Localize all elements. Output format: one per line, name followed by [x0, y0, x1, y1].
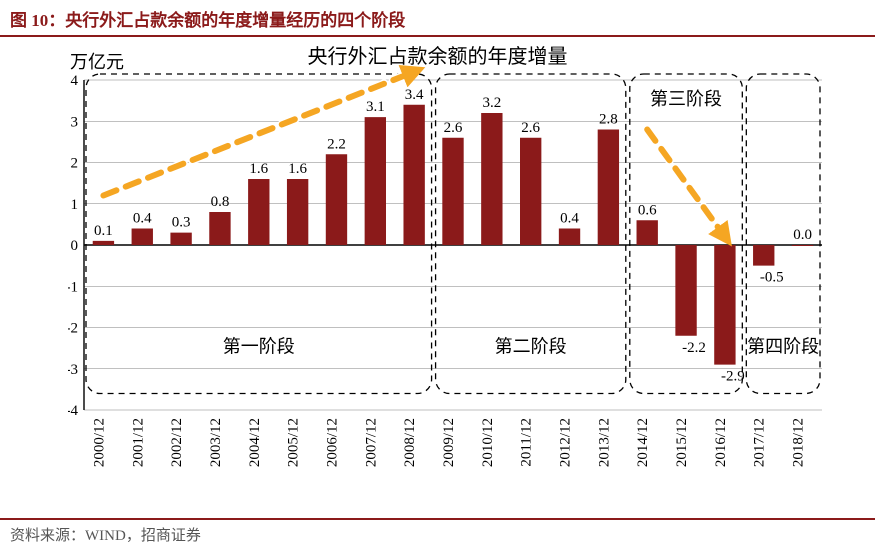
svg-text:-3: -3	[68, 362, 78, 378]
x-tick-label: 2008/12	[402, 418, 418, 467]
bar	[170, 233, 191, 245]
x-tick-label: 2006/12	[324, 418, 340, 467]
bar-label: 2.8	[599, 112, 618, 128]
bar-chart-svg: -4 -3 -2 -1 0 1 2 3 4 0.1 0.4 0.3 0.8 1.6 1.6 2.2 3.1 3.4…	[68, 58, 838, 518]
bar	[559, 229, 580, 246]
figure-source: 资料来源：WIND，招商证券	[0, 518, 875, 549]
bar-label: 0.4	[560, 211, 579, 227]
bar-label: 0.0	[793, 227, 812, 243]
x-tick-label: 2018/12	[791, 418, 807, 467]
bar	[287, 179, 308, 245]
bar	[753, 245, 774, 266]
svg-text:4: 4	[71, 73, 79, 89]
x-tick-label: 2011/12	[519, 418, 535, 467]
bar-label: 0.1	[94, 223, 113, 239]
x-tick-label: 2005/12	[286, 418, 302, 467]
bar-label: 0.4	[133, 211, 152, 227]
bar-label: 0.3	[172, 215, 191, 231]
x-tick-label: 2014/12	[635, 418, 651, 467]
bar-label: -2.2	[682, 340, 706, 356]
x-tick-label: 2004/12	[247, 418, 263, 467]
x-tick-label: 2002/12	[169, 418, 185, 467]
bar-label: 2.6	[444, 120, 463, 136]
bar	[209, 212, 230, 245]
bar	[481, 113, 502, 245]
svg-text:2: 2	[71, 156, 79, 172]
bar	[637, 220, 658, 245]
svg-text:-2: -2	[68, 321, 78, 337]
svg-text:3: 3	[71, 114, 79, 130]
bar	[520, 138, 541, 245]
chart-area: -4 -3 -2 -1 0 1 2 3 4 0.1 0.4 0.3 0.8 1.6 1.6 2.2 3.1 3.4…	[68, 58, 838, 458]
x-tick-label: 2013/12	[596, 418, 612, 467]
bar	[403, 105, 424, 245]
bar-label: -0.5	[760, 270, 784, 286]
x-tick-label: 2010/12	[480, 418, 496, 467]
x-tick-label: 2003/12	[208, 418, 224, 467]
bar	[598, 130, 619, 246]
x-tick-label: 2016/12	[713, 418, 729, 467]
bar-label: 3.1	[366, 99, 385, 115]
bar-label: 2.6	[521, 120, 540, 136]
x-tick-label: 2000/12	[91, 418, 107, 467]
bar	[792, 245, 813, 246]
bar-label: 0.8	[211, 194, 230, 210]
bar	[326, 154, 347, 245]
bar-label: 3.2	[482, 95, 501, 111]
svg-text:0: 0	[71, 238, 79, 254]
bar-label: 1.6	[288, 161, 307, 177]
bar	[365, 117, 386, 245]
x-tick-label: 2009/12	[441, 418, 457, 467]
x-tick-label: 2015/12	[674, 418, 690, 467]
bar-label: 0.6	[638, 202, 657, 218]
x-tick-label: 2007/12	[363, 418, 379, 467]
svg-text:-4: -4	[68, 403, 78, 419]
svg-text:-1: -1	[68, 279, 78, 295]
figure-frame: 图 10：央行外汇占款余额的年度增量经历的四个阶段 央行外汇占款余额的年度增量 …	[0, 0, 875, 549]
bar-label: 2.2	[327, 136, 346, 152]
bar	[132, 229, 153, 246]
bar-label: 1.6	[249, 161, 268, 177]
phase-label: 第四阶段	[747, 336, 819, 356]
phase-label: 第一阶段	[223, 336, 295, 356]
bar	[93, 241, 114, 245]
phase-label: 第三阶段	[650, 89, 722, 109]
phase-label: 第二阶段	[495, 336, 567, 356]
bar-label: 3.4	[405, 87, 424, 103]
x-tick-label: 2001/12	[130, 418, 146, 467]
bar-label: -2.9	[721, 369, 745, 385]
bar	[442, 138, 463, 245]
x-tick-label: 2017/12	[752, 418, 768, 467]
figure-title: 图 10：央行外汇占款余额的年度增量经历的四个阶段	[0, 0, 875, 37]
bar	[714, 245, 735, 365]
x-tick-label: 2012/12	[558, 418, 574, 467]
bar	[675, 245, 696, 336]
bar	[248, 179, 269, 245]
svg-text:1: 1	[71, 197, 79, 213]
